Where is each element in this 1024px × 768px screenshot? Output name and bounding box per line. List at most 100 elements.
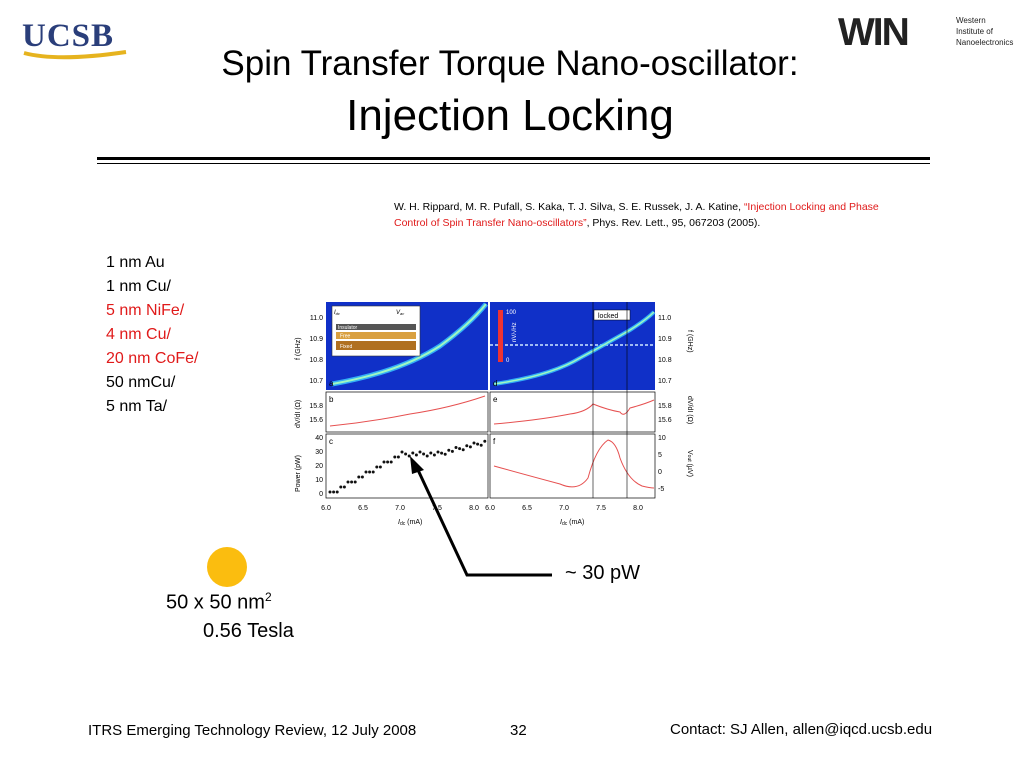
svg-text:100: 100 bbox=[506, 310, 517, 316]
x-tick-left: 6.5 bbox=[358, 505, 368, 512]
power-point bbox=[339, 485, 343, 489]
vout-tick: 10 bbox=[658, 435, 666, 442]
power-point bbox=[461, 448, 465, 452]
power-point bbox=[382, 460, 386, 464]
x-tick-right: 6.0 bbox=[485, 505, 495, 512]
power-point bbox=[389, 460, 393, 464]
power-point bbox=[450, 449, 454, 453]
freq-tick-right: 10.7 bbox=[658, 378, 672, 385]
layer-stack: 1 nm Au 1 nm Cu/5 nm NiFe/4 nm Cu/20 nm C… bbox=[106, 251, 198, 419]
freq-tick-left: 10.8 bbox=[309, 357, 323, 364]
applied-field: 0.56 Tesla bbox=[203, 620, 294, 642]
power-point bbox=[443, 452, 447, 456]
layer-item: 1 nm Au bbox=[106, 254, 165, 271]
panel-c bbox=[325, 433, 489, 499]
inset-idc-label: Idc bbox=[334, 310, 340, 316]
svg-text:Fixed: Fixed bbox=[340, 344, 352, 350]
x-tick-right: 8.0 bbox=[633, 505, 643, 512]
power-point bbox=[454, 446, 458, 449]
svg-text:Free: Free bbox=[340, 334, 351, 340]
x-label-right: Idc (mA) bbox=[560, 519, 584, 527]
panel-f-label: f bbox=[493, 437, 496, 446]
dvdi-tick-right: 15.8 bbox=[658, 403, 672, 410]
layer-item: 50 nmCu/ bbox=[106, 374, 176, 391]
ucsb-logo: UCSB bbox=[22, 18, 127, 60]
y-label-freq-left: f (GHz) bbox=[295, 337, 302, 360]
svg-text:Western: Western bbox=[956, 16, 986, 25]
paper-figure: Idc Vac Insulator Free Fixed a 100 0 nV/… bbox=[295, 302, 693, 527]
win-logo: WIN Western Institute of Nanoelectronics bbox=[838, 12, 1013, 52]
power-point bbox=[328, 490, 332, 494]
citation-title: “Injection Locking and Phase Control of … bbox=[394, 201, 879, 229]
power-point bbox=[479, 443, 483, 447]
power-point bbox=[368, 470, 372, 474]
power-point bbox=[335, 490, 339, 494]
x-tick-right: 7.5 bbox=[596, 505, 606, 512]
power-point bbox=[371, 470, 375, 474]
power-point bbox=[422, 452, 426, 456]
layer-item: 4 nm Cu/ bbox=[106, 326, 171, 343]
power-point bbox=[418, 450, 422, 454]
title-rule-thin bbox=[97, 163, 930, 164]
power-point bbox=[346, 480, 350, 484]
panel-f bbox=[489, 433, 656, 499]
freq-tick-right: 11.0 bbox=[658, 315, 671, 322]
power-point bbox=[411, 451, 415, 455]
x-tick-right: 6.5 bbox=[522, 505, 532, 512]
device-inset: Idc Vac Insulator Free Fixed bbox=[331, 305, 421, 357]
panel-c-label: c bbox=[329, 437, 333, 446]
power-point bbox=[472, 441, 476, 445]
power-point bbox=[360, 475, 364, 479]
layer-item: 20 nm CoFe/ bbox=[106, 350, 199, 367]
power-point bbox=[386, 460, 390, 464]
power-point bbox=[436, 450, 440, 454]
y-label-vout: Vout (µV) bbox=[686, 450, 693, 477]
panel-a-label: a bbox=[329, 379, 334, 388]
power-point bbox=[458, 447, 462, 451]
freq-tick-right: 10.9 bbox=[658, 336, 672, 343]
power-point bbox=[364, 470, 368, 474]
device-size: 50 x 50 nm2 bbox=[166, 590, 272, 614]
power-point bbox=[357, 475, 361, 479]
power-point bbox=[404, 452, 408, 456]
citation-authors: W. H. Rippard, M. R. Pufall, S. Kaka, T.… bbox=[394, 201, 744, 213]
slide-title: Spin Transfer Torque Nano-oscillator: bbox=[221, 44, 799, 83]
vout-tick: 0 bbox=[658, 469, 662, 476]
locked-label: locked bbox=[598, 313, 618, 320]
x-tick-left: 7.0 bbox=[395, 505, 405, 512]
svg-text:Nanoelectronics: Nanoelectronics bbox=[956, 38, 1013, 47]
y-label-power: Power (pW) bbox=[295, 455, 302, 492]
layer-item: 5 nm Ta/ bbox=[106, 398, 168, 415]
slide-subtitle: Injection Locking bbox=[346, 91, 674, 140]
x-tick-left: 6.0 bbox=[321, 505, 331, 512]
footer-event: ITRS Emerging Technology Review, 12 July… bbox=[88, 722, 417, 739]
panel-e bbox=[489, 391, 656, 433]
svg-text:WIN: WIN bbox=[838, 12, 908, 52]
y-label-freq-right: f (GHz) bbox=[686, 330, 693, 353]
power-point bbox=[396, 455, 400, 459]
power-point bbox=[393, 455, 397, 459]
power-point bbox=[483, 439, 487, 443]
inset-vac-label: Vac bbox=[396, 310, 404, 316]
power-tick: 0 bbox=[319, 491, 323, 498]
power-tick: 40 bbox=[315, 435, 323, 442]
panel-e-label: e bbox=[493, 395, 498, 404]
power-points bbox=[328, 439, 487, 494]
svg-text:nV/√Hz: nV/√Hz bbox=[511, 322, 518, 342]
power-point bbox=[414, 453, 418, 457]
panel-b bbox=[325, 391, 489, 433]
y-label-dvdi-right: dV/dI (Ω) bbox=[686, 396, 693, 424]
citation: W. H. Rippard, M. R. Pufall, S. Kaka, T.… bbox=[394, 199, 894, 231]
power-point bbox=[342, 485, 346, 489]
citation-journal: , Phys. Rev. Lett., 95, 067203 (2005). bbox=[586, 217, 761, 229]
title-rule-thick bbox=[97, 157, 930, 160]
x-tick-left: 8.0 bbox=[469, 505, 479, 512]
x-tick-left: 7.5 bbox=[432, 505, 442, 512]
power-point bbox=[400, 450, 404, 454]
power-point bbox=[353, 480, 357, 484]
y-label-dvdi-left: dV/dI (Ω) bbox=[295, 400, 302, 428]
freq-tick-left: 11.0 bbox=[310, 315, 323, 322]
power-annotation: ~ 30 pW bbox=[565, 562, 641, 584]
power-point bbox=[407, 454, 411, 458]
power-point bbox=[429, 451, 433, 455]
